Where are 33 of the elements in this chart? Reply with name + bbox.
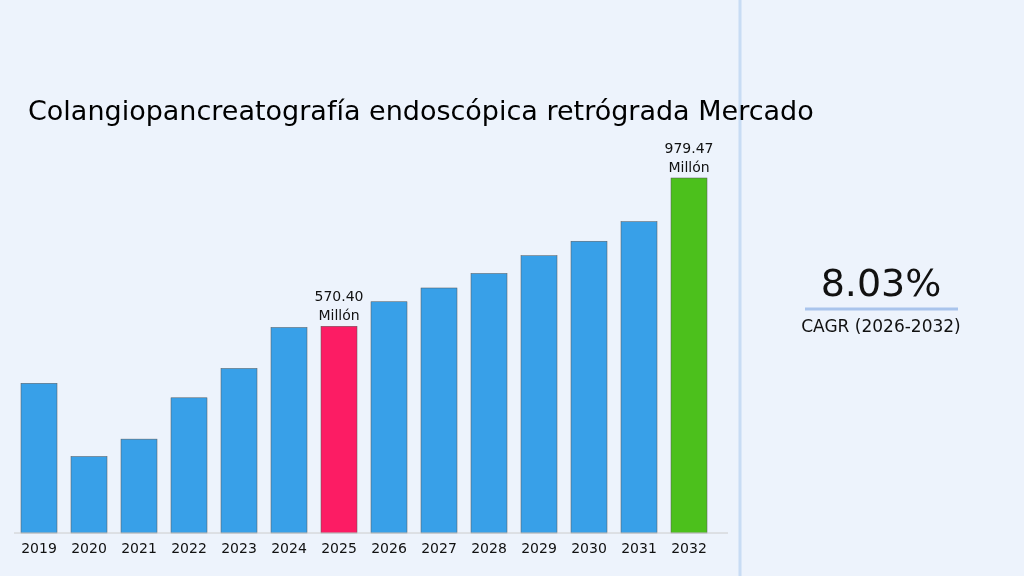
bar — [270, 327, 308, 534]
bar — [570, 240, 608, 534]
x-tick-label: 2021 — [121, 540, 157, 556]
text: CAGR (2026-2032) — [801, 316, 961, 336]
bar — [420, 287, 458, 534]
x-tick-label: 2023 — [221, 540, 257, 556]
x-tick-label: 2019 — [21, 540, 57, 556]
x-tick-label: 2024 — [271, 540, 307, 556]
bar — [470, 273, 508, 534]
x-tick-label: 2027 — [421, 540, 457, 556]
x-tick-label: 2020 — [71, 540, 107, 556]
x-tick-label: 2031 — [621, 540, 657, 556]
bar — [170, 397, 208, 534]
x-tick-label: 2029 — [521, 540, 557, 556]
x-tick-label: 2026 — [371, 540, 407, 556]
chart-title: Colangiopancreatografía endoscópica retrógrada Mercado — [28, 95, 814, 126]
x-tick-label: 2025 — [321, 540, 357, 556]
bar — [520, 255, 558, 534]
bar — [220, 368, 258, 534]
x-tick-label: 2032 — [671, 540, 707, 556]
x-tick-label: 2028 — [471, 540, 507, 556]
bar — [20, 383, 58, 534]
bar — [670, 177, 708, 534]
text: 8.03% — [820, 261, 942, 305]
bar — [70, 456, 108, 534]
bar — [120, 438, 158, 534]
data-label: 570.40 Millón — [314, 288, 364, 324]
data-label: 979.47 Millón — [664, 140, 714, 175]
bar — [620, 221, 658, 534]
bar — [370, 301, 408, 534]
x-tick-label: 2030 — [571, 540, 607, 556]
bar — [320, 326, 358, 534]
x-tick-label: 2022 — [171, 540, 207, 556]
